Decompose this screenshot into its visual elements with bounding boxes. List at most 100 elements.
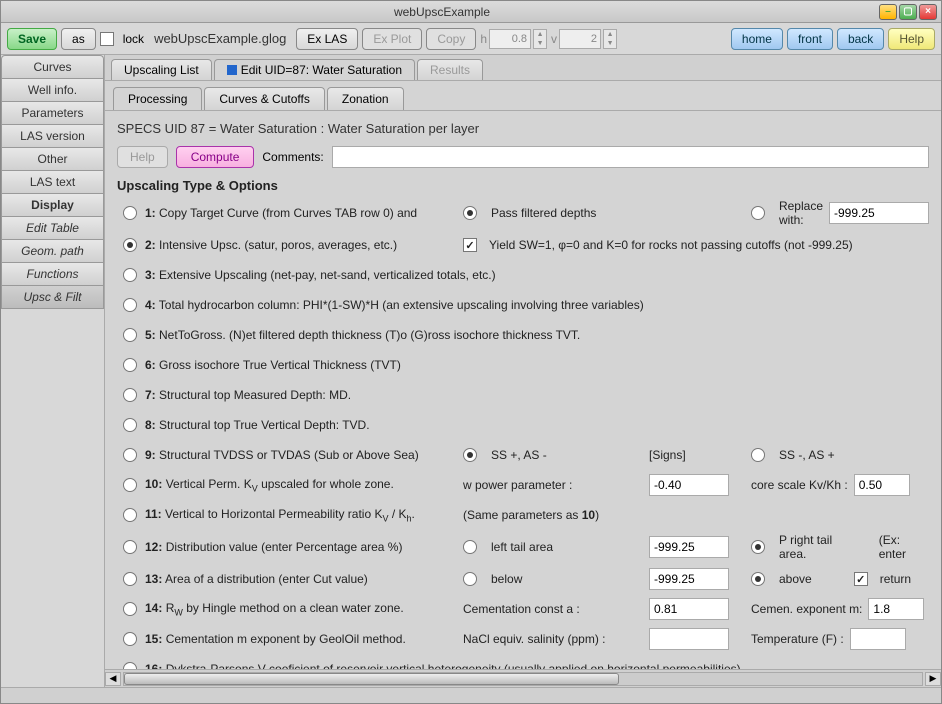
- tab-zonation[interactable]: Zonation: [327, 87, 404, 110]
- v-spin-buttons[interactable]: ▲▼: [603, 29, 617, 49]
- left-tail-radio[interactable]: [463, 540, 477, 554]
- comments-input[interactable]: [332, 146, 929, 168]
- cementation-a-input[interactable]: [649, 598, 729, 620]
- sidebar-item-geom-path[interactable]: Geom. path: [1, 239, 104, 262]
- v-label: v: [551, 32, 557, 46]
- core-scale-input[interactable]: [854, 474, 910, 496]
- comments-label: Comments:: [262, 150, 323, 164]
- section-header: Upscaling Type & Options: [117, 178, 929, 193]
- sidebar-item-display[interactable]: Display: [1, 193, 104, 216]
- top-tabs: Upscaling List Edit UID=87: Water Satura…: [105, 55, 941, 80]
- above-radio[interactable]: [751, 572, 765, 586]
- replace-with-radio[interactable]: [751, 206, 765, 220]
- sidebar-item-upsc-filt[interactable]: Upsc & Filt: [1, 285, 104, 309]
- lock-check-icon[interactable]: [100, 32, 114, 46]
- help-small-button[interactable]: Help: [117, 146, 168, 168]
- save-button[interactable]: Save: [7, 28, 57, 50]
- h-spinner: h ▲▼: [480, 29, 547, 49]
- option-5-radio[interactable]: [123, 328, 137, 342]
- tab-processing[interactable]: Processing: [113, 87, 202, 110]
- option-8-radio[interactable]: [123, 418, 137, 432]
- option-1-radio[interactable]: [123, 206, 137, 220]
- compute-row: Help Compute Comments:: [117, 146, 929, 168]
- option-9-radio[interactable]: [123, 448, 137, 462]
- sidebar-item-well-info-[interactable]: Well info.: [1, 78, 104, 101]
- option-16: 16: Dykstra-Parsons V coeficient of rese…: [123, 657, 929, 669]
- option-10-radio[interactable]: [123, 478, 137, 492]
- replace-with-input[interactable]: [829, 202, 929, 224]
- option-5: 5: NetToGross. (N)et filtered depth thic…: [123, 323, 929, 347]
- copy-button[interactable]: Copy: [426, 28, 476, 50]
- sidebar-item-las-text[interactable]: LAS text: [1, 170, 104, 193]
- scroll-thumb[interactable]: [124, 673, 619, 685]
- save-as-button[interactable]: as: [61, 28, 96, 50]
- v-input[interactable]: [559, 29, 601, 49]
- sidebar-item-functions[interactable]: Functions: [1, 262, 104, 285]
- content-area: SPECS UID 87 = Water Saturation : Water …: [105, 110, 941, 669]
- help-button[interactable]: Help: [888, 28, 935, 50]
- lock-checkbox[interactable]: lock: [100, 32, 144, 46]
- option-15-radio[interactable]: [123, 632, 137, 646]
- below-radio[interactable]: [463, 572, 477, 586]
- option-16-radio[interactable]: [123, 662, 137, 669]
- tab-upscaling-list[interactable]: Upscaling List: [111, 59, 212, 80]
- statusbar: [1, 687, 941, 703]
- option-3: 3: Extensive Upscaling (net-pay, net-san…: [123, 263, 929, 287]
- compute-button[interactable]: Compute: [176, 146, 255, 168]
- option-13-radio[interactable]: [123, 572, 137, 586]
- sidebar-item-curves[interactable]: Curves: [1, 55, 104, 78]
- filename-label: webUpscExample.glog: [148, 31, 292, 46]
- sidebar-item-other[interactable]: Other: [1, 147, 104, 170]
- edit-tab-icon: [227, 65, 237, 75]
- ex-plot-button[interactable]: Ex Plot: [362, 28, 422, 50]
- options-list: 1: Copy Target Curve (from Curves TAB ro…: [117, 199, 929, 669]
- temperature-input[interactable]: [850, 628, 906, 650]
- area-cut-input[interactable]: [649, 568, 729, 590]
- horizontal-scrollbar[interactable]: ◀ ▶: [105, 669, 941, 687]
- option-12: 12: Distribution value (enter Percentage…: [123, 533, 929, 561]
- scroll-right-arrow[interactable]: ▶: [925, 672, 941, 686]
- option-7-radio[interactable]: [123, 388, 137, 402]
- ex-las-button[interactable]: Ex LAS: [296, 28, 358, 50]
- tab-edit-uid[interactable]: Edit UID=87: Water Saturation: [214, 59, 415, 80]
- yield-checkbox[interactable]: [463, 238, 477, 252]
- w-power-input[interactable]: [649, 474, 729, 496]
- sidebar-item-las-version[interactable]: LAS version: [1, 124, 104, 147]
- option-13: 13: Area of a distribution (enter Cut va…: [123, 567, 929, 591]
- right-tail-radio[interactable]: [751, 540, 765, 554]
- minimize-button[interactable]: –: [879, 4, 897, 20]
- cementation-m-input[interactable]: [868, 598, 924, 620]
- spec-line: SPECS UID 87 = Water Saturation : Water …: [117, 121, 929, 136]
- window-title: webUpscExample: [5, 5, 879, 19]
- option-2-radio[interactable]: [123, 238, 137, 252]
- pass-filtered-radio[interactable]: [463, 206, 477, 220]
- tab-curves-cutoffs[interactable]: Curves & Cutoffs: [204, 87, 324, 110]
- option-4-radio[interactable]: [123, 298, 137, 312]
- option-4: 4: Total hydrocarbon column: PHI*(1-SW)*…: [123, 293, 929, 317]
- h-input[interactable]: [489, 29, 531, 49]
- scroll-track[interactable]: [123, 672, 923, 686]
- h-spin-buttons[interactable]: ▲▼: [533, 29, 547, 49]
- return-checkbox[interactable]: [854, 572, 868, 586]
- option-15: 15: Cementation m exponent by GeolOil me…: [123, 627, 929, 651]
- back-button[interactable]: back: [837, 28, 884, 50]
- dist-value-input[interactable]: [649, 536, 729, 558]
- maximize-button[interactable]: ▢: [899, 4, 917, 20]
- home-button[interactable]: home: [731, 28, 783, 50]
- option-14-radio[interactable]: [123, 602, 137, 616]
- option-12-radio[interactable]: [123, 540, 137, 554]
- scroll-left-arrow[interactable]: ◀: [105, 672, 121, 686]
- option-3-radio[interactable]: [123, 268, 137, 282]
- nacl-input[interactable]: [649, 628, 729, 650]
- front-button[interactable]: front: [787, 28, 833, 50]
- option-11-radio[interactable]: [123, 508, 137, 522]
- close-button[interactable]: ×: [919, 4, 937, 20]
- body: CurvesWell info.ParametersLAS versionOth…: [1, 55, 941, 687]
- sidebar-item-parameters[interactable]: Parameters: [1, 101, 104, 124]
- option-6-radio[interactable]: [123, 358, 137, 372]
- ss-plus-radio[interactable]: [463, 448, 477, 462]
- tab-results[interactable]: Results: [417, 59, 483, 80]
- option-10: 10: Vertical Perm. KV upscaled for whole…: [123, 473, 929, 497]
- ss-minus-radio[interactable]: [751, 448, 765, 462]
- sidebar-item-edit-table[interactable]: Edit Table: [1, 216, 104, 239]
